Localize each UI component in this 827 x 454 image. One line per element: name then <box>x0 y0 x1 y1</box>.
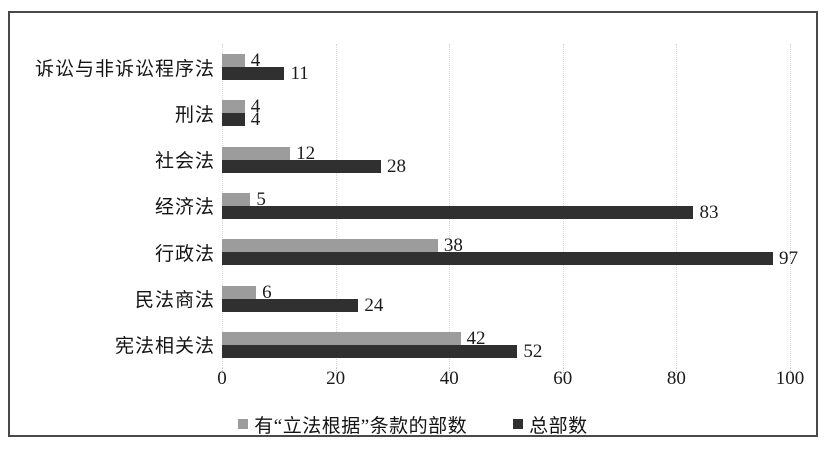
bar-value-label: 11 <box>290 63 309 85</box>
bar-total <box>222 205 694 219</box>
bar-value-label: 4 <box>250 109 261 131</box>
bar-value-label: 24 <box>364 294 384 316</box>
bar-with-clause <box>222 54 245 68</box>
bar-total <box>222 113 245 127</box>
bar-value-label: 12 <box>296 142 316 164</box>
legend: 有“立法根据”条款的部数 总部数 <box>10 411 816 437</box>
x-tick-label: 40 <box>439 368 459 389</box>
value-axis: 0 20 40 60 80 100 <box>217 368 804 393</box>
bar-total <box>222 159 382 173</box>
bar-group: 5 83 <box>222 183 790 229</box>
bar-line: 28 <box>222 155 790 177</box>
bar-line: 38 <box>222 235 790 257</box>
x-tick-label: 0 <box>217 368 227 389</box>
bar-line: 4 <box>222 96 790 118</box>
axis-tick-mark <box>562 368 564 373</box>
axis-tick-mark <box>222 368 223 373</box>
legend-swatch <box>513 419 524 429</box>
bar-with-clause <box>222 285 257 299</box>
bar-line: 6 <box>222 281 790 303</box>
bar-group: 42 52 <box>222 322 790 368</box>
bar-group: 12 28 <box>222 137 790 183</box>
bar-value-label: 38 <box>443 235 463 257</box>
category-axis: 诉讼与非诉讼程序法刑法社会法经济法行政法民法商法宪法相关法 <box>22 44 215 368</box>
legend-label: 总部数 <box>529 415 588 437</box>
bar-value-label: 97 <box>778 248 798 270</box>
bar-with-clause <box>222 146 291 160</box>
bar-value-label: 4 <box>250 50 261 72</box>
bar-line: 5 <box>222 188 790 210</box>
legend-item: 总部数 <box>513 411 588 438</box>
bar-value-label: 52 <box>523 340 543 362</box>
bar-with-clause <box>222 192 251 206</box>
legend-swatch <box>238 419 249 429</box>
bar-value-label: 5 <box>256 188 266 210</box>
bar-with-clause <box>222 331 461 345</box>
legend-label: 有“立法根据”条款的部数 <box>254 415 468 437</box>
bar-line: 83 <box>222 201 790 223</box>
bar-total <box>222 344 518 358</box>
bar-value-label: 83 <box>699 201 719 223</box>
bar-line: 4 <box>222 50 790 72</box>
x-tick-label: 100 <box>775 368 805 389</box>
category-label: 刑法 <box>174 104 215 126</box>
bar-group: 38 97 <box>222 229 798 275</box>
axis-tick-mark <box>449 368 451 373</box>
legend-item: 有“立法根据”条款的部数 <box>238 411 467 438</box>
bar-line: 4 <box>222 109 790 131</box>
category-label: 行政法 <box>154 243 215 265</box>
gridline <box>790 44 791 368</box>
x-tick-label: 60 <box>553 368 573 389</box>
bar-total <box>222 252 773 266</box>
bar-line: 11 <box>222 63 790 85</box>
bar-with-clause <box>222 239 438 253</box>
bar-total <box>222 67 285 81</box>
category-label: 诉讼与非诉讼程序法 <box>34 58 215 80</box>
axis-tick-mark <box>790 368 791 373</box>
bar-line: 12 <box>222 142 790 164</box>
bar-group: 4 11 <box>222 44 790 90</box>
bar-value-label: 4 <box>250 96 261 118</box>
bar-line: 52 <box>222 340 790 362</box>
x-tick-label: 80 <box>666 368 686 389</box>
axis-tick-mark <box>676 368 678 373</box>
bar-with-clause <box>222 100 245 114</box>
bar-line: 42 <box>222 327 790 349</box>
bar-line: 24 <box>222 294 790 316</box>
category-label: 宪法相关法 <box>114 336 215 358</box>
bar-value-label: 28 <box>387 155 407 177</box>
category-label: 经济法 <box>154 197 215 219</box>
bar-line: 97 <box>222 249 798 268</box>
bar-total <box>222 298 359 312</box>
x-tick-label: 20 <box>326 368 346 389</box>
category-label: 社会法 <box>154 151 215 173</box>
plot-area: 4 11 4 4 12 28 5 83 38 97 6 24 42 52 <box>222 44 798 373</box>
bar-value-label: 6 <box>262 281 272 303</box>
bar-group: 6 24 <box>222 275 790 321</box>
bar-value-label: 42 <box>466 327 486 349</box>
chart-border-frame: 诉讼与非诉讼程序法 刑法 社会法 经济法 行政法 民法商法 宪法相关法 4 11 4 4 12 28 5… <box>8 11 818 437</box>
category-label: 民法商法 <box>134 290 215 312</box>
axis-tick-mark <box>335 368 337 373</box>
